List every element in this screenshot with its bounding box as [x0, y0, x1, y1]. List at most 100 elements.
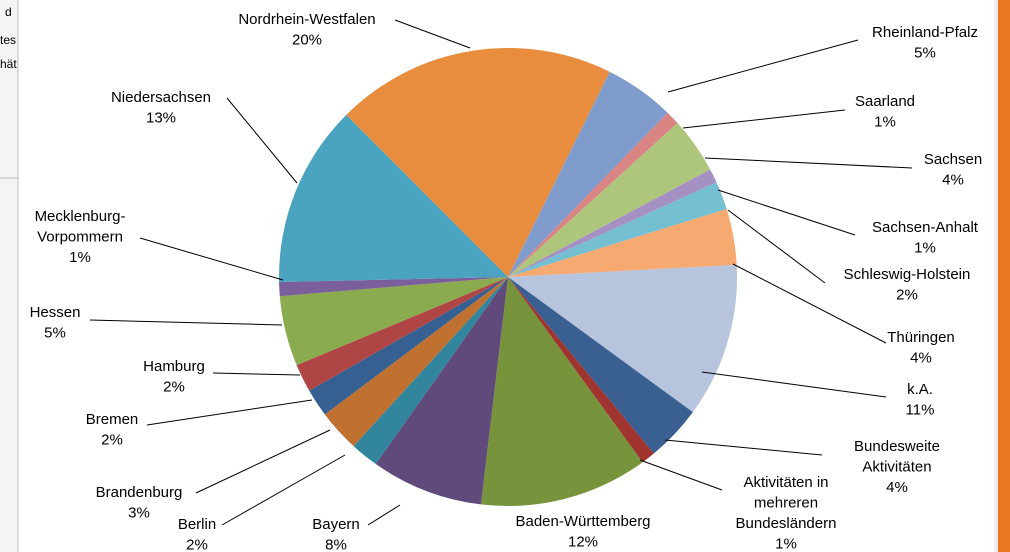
slice-label: Nordrhein-Westfalen — [238, 11, 375, 28]
pie-chart: Baden-Württemberg 12% Bayern 8% Berlin 2% Bran… — [30, 11, 983, 552]
pie-slice — [508, 277, 654, 463]
leader-line — [727, 209, 826, 284]
slice-label: Rheinland-Pfalz — [872, 24, 978, 41]
leader-line — [664, 439, 823, 456]
value-label: 1% — [874, 113, 896, 130]
label-line: Schleswig-Holstein — [844, 266, 971, 283]
leader-line — [367, 504, 401, 526]
label-line: Brandenburg — [96, 484, 183, 501]
leader-line — [732, 263, 887, 344]
label-line: Thüringen — [887, 329, 955, 346]
label-line: Berlin — [178, 516, 216, 533]
leader-line — [146, 399, 313, 426]
pie-slice — [353, 277, 508, 464]
value-label: 1% — [775, 535, 797, 552]
leader-line — [226, 97, 298, 184]
slice-label: Hamburg — [143, 358, 205, 375]
pie-slice — [324, 277, 508, 447]
pie-slice — [346, 47, 610, 277]
slice-label: Thüringen — [887, 329, 955, 346]
leader-line — [212, 372, 301, 376]
label-line: Niedersachsen — [111, 89, 211, 106]
side-panel — [0, 0, 18, 552]
pie-slice — [508, 71, 668, 277]
pie-slice — [508, 208, 737, 277]
slice-label: Bremen — [86, 411, 139, 428]
label-line: mehreren — [754, 494, 818, 511]
sidebar-text: hät — [0, 57, 17, 71]
value-label: 2% — [101, 431, 123, 448]
label-line: Bundesländern — [736, 515, 837, 532]
leader-line — [221, 454, 346, 526]
value-label: 4% — [910, 349, 932, 366]
sidebar-text: tes — [0, 33, 16, 47]
leader-line — [701, 371, 887, 398]
slice-label: Schleswig-Holstein — [844, 266, 971, 283]
label-line: Mecklenburg- — [35, 208, 126, 225]
slice-label: Saarland — [855, 93, 915, 110]
value-label: 20% — [292, 31, 322, 48]
value-label: 11% — [906, 401, 935, 418]
slice-label: Bundesweite Aktivitäten — [854, 438, 940, 476]
pie-slice — [279, 114, 508, 282]
value-label: 12% — [568, 533, 598, 550]
label-line: Sachsen — [924, 151, 982, 168]
label-line: Rheinland-Pfalz — [872, 24, 978, 41]
value-label: 1% — [69, 249, 91, 266]
pie-slice — [508, 112, 678, 277]
scroll-bar — [998, 0, 1010, 552]
value-label: 8% — [325, 536, 347, 552]
pie-slice — [508, 277, 693, 454]
value-label: 3% — [128, 504, 150, 521]
value-label: 2% — [896, 286, 918, 303]
value-label: 4% — [942, 171, 964, 188]
pie-slice — [508, 182, 727, 277]
slice-label: Aktivitäten in mehreren Bundesländern — [736, 474, 837, 532]
label-line: Nordrhein-Westfalen — [238, 11, 375, 28]
label-line: Aktivitäten in — [743, 474, 828, 491]
pie-slice — [375, 277, 508, 505]
slice-label: Brandenburg — [96, 484, 183, 501]
pie-slice — [279, 277, 508, 366]
leader-line — [195, 429, 331, 494]
label-line: Hamburg — [143, 358, 205, 375]
sidebar-text: d — [5, 5, 12, 19]
label-line: Bayern — [312, 516, 360, 533]
slice-label: Hessen — [30, 304, 81, 321]
leader-line — [139, 237, 284, 281]
leader-line — [394, 19, 471, 49]
label-line: Sachsen-Anhalt — [872, 219, 979, 236]
leader-line — [639, 459, 723, 491]
value-label: 1% — [914, 239, 936, 256]
pie-slice — [508, 264, 737, 413]
leader-line — [682, 109, 846, 129]
slice-label: Bayern — [312, 516, 360, 533]
slice-label: Berlin — [178, 516, 216, 533]
label-line: Bundesweite — [854, 438, 940, 455]
slice-label: k.A. — [907, 381, 933, 398]
label-line: Vorpommern — [37, 228, 123, 245]
pie-slice — [309, 277, 508, 415]
leader-line — [667, 39, 859, 93]
leader-line — [704, 157, 913, 169]
slice-label: Niedersachsen — [111, 89, 211, 106]
leader-line — [89, 319, 283, 326]
slice-label: Baden-Württemberg — [515, 513, 650, 530]
value-label: 4% — [886, 479, 908, 496]
slice-label: Mecklenburg- Vorpommern — [35, 208, 126, 246]
label-line: Saarland — [855, 93, 915, 110]
value-label: 2% — [163, 378, 185, 395]
value-label: 5% — [914, 44, 936, 61]
slice-label: Sachsen-Anhalt — [872, 219, 979, 236]
value-label: 13% — [146, 109, 176, 126]
pie-slice — [508, 169, 717, 277]
pie-slice — [279, 277, 508, 297]
label-line: Bremen — [86, 411, 139, 428]
label-line: Baden-Württemberg — [515, 513, 650, 530]
leader-line — [717, 189, 856, 236]
label-line: k.A. — [907, 381, 933, 398]
pie-slice — [508, 123, 711, 277]
value-label: 2% — [186, 536, 208, 552]
pie-slice — [480, 277, 643, 506]
